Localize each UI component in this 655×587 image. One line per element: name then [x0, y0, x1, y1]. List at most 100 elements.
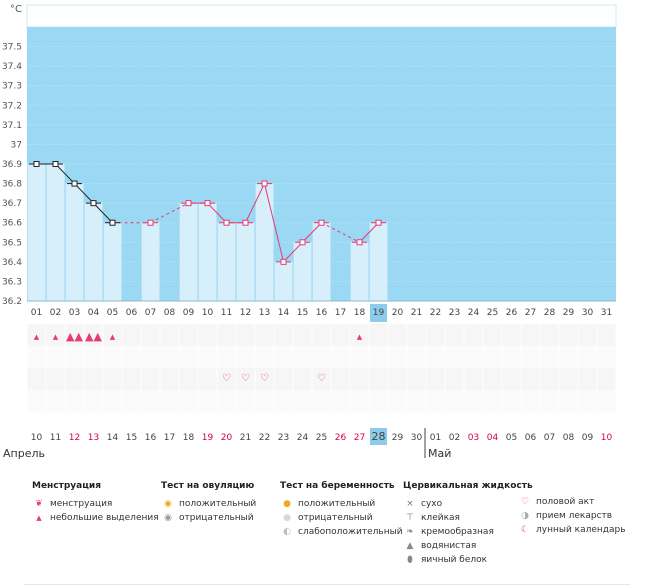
- tracking-row: [27, 346, 616, 368]
- cross-icon: ×: [406, 499, 414, 509]
- face-weak-icon: ◐: [283, 527, 291, 537]
- drop-icon: ❦: [35, 499, 43, 509]
- x-tick-label: 06: [126, 308, 138, 318]
- data-point: [261, 180, 268, 187]
- y-tick-label: 36.9: [2, 160, 22, 170]
- x-tick-label: 31: [601, 308, 612, 318]
- bottom-divider: [24, 584, 630, 585]
- data-point: [280, 258, 287, 265]
- y-tick-label: 37.4: [2, 62, 22, 72]
- y-tick-label: 36.6: [2, 219, 22, 229]
- x-tick-label: 11: [221, 308, 232, 318]
- y-tick-label: 36.3: [2, 277, 22, 287]
- data-point: [52, 161, 59, 167]
- blob-icon: ❧: [406, 527, 414, 537]
- x-tick-label: 01: [31, 308, 42, 318]
- calendar-day: 17: [164, 433, 175, 443]
- month-label-left: Апрель: [3, 447, 45, 460]
- face-positive-icon: ●: [283, 499, 291, 509]
- legend-label: отрицательный: [298, 513, 373, 523]
- data-point: [185, 200, 192, 207]
- today-highlight: [370, 304, 387, 322]
- temperature-bar: [84, 203, 103, 301]
- legend-ovulation-title: Тест на овуляцию: [161, 481, 255, 491]
- y-tick-label: 36.5: [2, 238, 22, 248]
- legend-item-light-bleeding: ▲ небольшие выделения: [32, 511, 158, 525]
- calendar-day: 24: [297, 433, 309, 443]
- y-tick-label: 37: [11, 140, 22, 150]
- drop-icon: ▲▲: [66, 330, 83, 343]
- x-tick-label: 19: [373, 308, 385, 318]
- calendar-day: 26: [335, 433, 347, 443]
- heart-icon: ♡: [520, 497, 530, 507]
- legend-label: слабоположительный: [298, 527, 403, 537]
- pill-icon: ◑: [521, 511, 529, 521]
- data-point: [223, 219, 230, 226]
- x-tick-label: 13: [259, 308, 270, 318]
- data-point: [204, 200, 211, 207]
- legend-label: положительный: [179, 499, 257, 509]
- legend-label: отрицательный: [179, 513, 254, 523]
- calendar-day: 29: [392, 433, 404, 443]
- calendar-day: 16: [145, 433, 157, 443]
- x-tick-label: 26: [506, 308, 518, 318]
- y-tick-label: 37.5: [2, 43, 22, 53]
- legend-item-creamy: ❧ кремообразная: [403, 525, 533, 539]
- calendar-day: 02: [449, 433, 460, 443]
- x-tick-label: 29: [563, 308, 575, 318]
- calendar-day: 30: [411, 433, 423, 443]
- small-drop-icon: ▲: [36, 514, 42, 522]
- data-point: [33, 161, 40, 167]
- drop-icon: ▲▲: [85, 330, 102, 343]
- temperature-bar: [179, 203, 198, 301]
- legend-label: клейкая: [421, 513, 460, 523]
- x-tick-label: 22: [430, 308, 441, 318]
- egg-icon: ⬮: [407, 555, 413, 565]
- legend-label: водянистая: [421, 541, 477, 551]
- tracking-row: [27, 368, 616, 390]
- y-tick-label: 36.4: [2, 258, 22, 268]
- plot-top-band: [26, 4, 617, 28]
- temperature-bar: [217, 222, 236, 301]
- calendar-day: 08: [563, 433, 575, 443]
- calendar-day: 03: [468, 433, 479, 443]
- calendar-day: 20: [221, 433, 233, 443]
- x-tick-label: 28: [544, 308, 556, 318]
- calendar-day: 18: [183, 433, 195, 443]
- heart-icon: ♡: [222, 373, 231, 384]
- month-label-right: Май: [428, 447, 451, 460]
- heart-icon: ♡: [241, 373, 250, 384]
- calendar-day: 04: [487, 433, 499, 443]
- legend-cervical: Цервикальная жидкость × сухо ⊤ клейкая ❧ кр…: [403, 481, 533, 567]
- legend-label: кремообразная: [421, 527, 494, 537]
- temperature-bar: [312, 222, 331, 301]
- legend-item-pregnancy-negative: ● отрицательный: [280, 511, 403, 525]
- calendar-day: 15: [126, 433, 137, 443]
- x-tick-label: 14: [278, 308, 290, 318]
- data-point: [109, 219, 116, 226]
- legend-ovulation: Тест на овуляцию ◉ положительный ◉ отрицат…: [161, 481, 256, 525]
- y-tick-label: 37.2: [2, 101, 22, 111]
- legend-label: менструация: [50, 499, 113, 509]
- legend-item-sticky: ⊤ клейкая: [403, 511, 533, 525]
- x-tick-label: 27: [525, 308, 536, 318]
- temperature-bar: [255, 183, 274, 301]
- calendar-day: 25: [316, 433, 327, 443]
- temperature-bar: [274, 261, 293, 301]
- small-drop-icon: ▲: [357, 333, 363, 341]
- calendar-day: 14: [107, 433, 119, 443]
- legend-label: сухо: [421, 499, 443, 509]
- data-point: [356, 239, 363, 246]
- legend-item-menstruation: ❦ менструация: [32, 497, 159, 511]
- legend-item-pregnancy-positive: ● положительный: [280, 497, 403, 511]
- t-icon: ⊤: [406, 513, 414, 523]
- calendar-day: 28: [372, 430, 386, 443]
- legend-menstruation: Менструация ❦ менструация ▲ небольшие выде…: [32, 481, 159, 525]
- small-drop-icon: ▲: [110, 333, 116, 341]
- y-tick-label: 37.1: [2, 121, 22, 131]
- x-tick-label: 09: [183, 308, 195, 318]
- temperature-chart: 36.2 36.3 36.4 36.5 36.6 36.7 36.8 36.9 37 37.1 37…: [2, 4, 617, 460]
- today-calendar-highlight: [370, 428, 387, 445]
- series-line-dashed: [150, 202, 189, 224]
- x-tick-label: 05: [107, 308, 118, 318]
